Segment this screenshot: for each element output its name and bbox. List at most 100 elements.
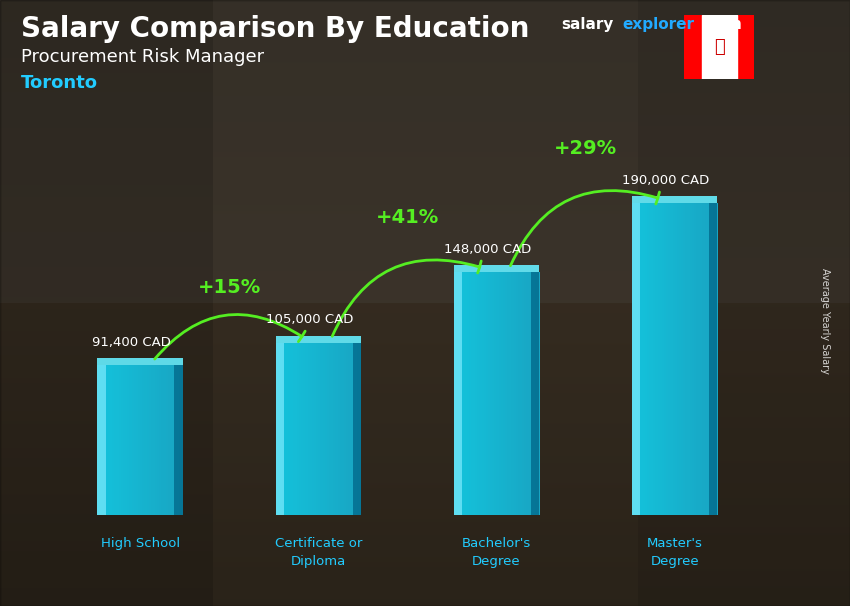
Bar: [288, 343, 291, 515]
Bar: [526, 272, 529, 515]
Bar: [709, 203, 717, 515]
Bar: [102, 515, 178, 518]
Bar: [280, 343, 282, 515]
Bar: [108, 365, 110, 515]
Bar: [353, 343, 355, 515]
Bar: [677, 203, 679, 515]
Bar: [102, 365, 104, 515]
Bar: [282, 343, 285, 515]
Bar: [477, 272, 479, 515]
Bar: [316, 343, 319, 515]
Bar: [638, 203, 641, 515]
Bar: [499, 272, 502, 515]
Bar: [297, 343, 299, 515]
Bar: [454, 272, 456, 515]
Bar: [354, 343, 357, 515]
Bar: [533, 272, 536, 515]
Bar: [736, 15, 754, 79]
Bar: [516, 272, 518, 515]
Bar: [350, 343, 353, 515]
Bar: [456, 272, 458, 515]
Bar: [333, 343, 336, 515]
Bar: [353, 343, 361, 515]
Bar: [488, 272, 490, 515]
Bar: [129, 365, 132, 515]
Bar: [492, 272, 495, 515]
Bar: [524, 272, 527, 515]
Text: High School: High School: [100, 537, 179, 550]
Bar: [314, 343, 316, 515]
Bar: [110, 365, 113, 515]
Bar: [280, 515, 357, 518]
Bar: [507, 272, 510, 515]
Bar: [327, 343, 329, 515]
Text: Certificate or
Diploma: Certificate or Diploma: [275, 537, 362, 568]
Text: 🍁: 🍁: [714, 38, 724, 56]
Bar: [705, 203, 707, 515]
Bar: [662, 203, 665, 515]
Bar: [284, 343, 286, 515]
Bar: [537, 272, 540, 515]
Bar: [501, 272, 503, 515]
Bar: [177, 365, 179, 515]
Bar: [291, 343, 293, 515]
Bar: [336, 343, 338, 515]
Bar: [460, 272, 462, 515]
Bar: [275, 343, 278, 515]
Text: +41%: +41%: [376, 207, 439, 227]
Bar: [155, 365, 157, 515]
Bar: [512, 272, 514, 515]
Text: 190,000 CAD: 190,000 CAD: [622, 174, 710, 187]
Bar: [454, 272, 462, 515]
Bar: [518, 272, 520, 515]
Bar: [98, 365, 99, 515]
Bar: [643, 203, 645, 515]
Bar: [698, 203, 700, 515]
Bar: [713, 203, 716, 515]
Bar: [142, 365, 145, 515]
Bar: [636, 203, 638, 515]
Text: 148,000 CAD: 148,000 CAD: [444, 242, 531, 256]
Text: salary: salary: [561, 17, 614, 32]
Bar: [529, 272, 531, 515]
Bar: [320, 343, 323, 515]
Bar: [312, 343, 314, 515]
Bar: [98, 365, 106, 515]
Bar: [157, 365, 160, 515]
Bar: [121, 365, 123, 515]
Bar: [116, 365, 119, 515]
Text: .com: .com: [701, 17, 742, 32]
Bar: [174, 365, 177, 515]
Bar: [709, 203, 711, 515]
Bar: [473, 272, 475, 515]
Text: Procurement Risk Manager: Procurement Risk Manager: [21, 48, 264, 67]
Bar: [123, 365, 126, 515]
Bar: [173, 365, 174, 515]
Bar: [112, 365, 115, 515]
Bar: [454, 265, 539, 272]
Text: explorer: explorer: [622, 17, 694, 32]
Bar: [99, 365, 102, 515]
Bar: [481, 272, 484, 515]
Bar: [309, 343, 312, 515]
Bar: [346, 343, 348, 515]
Bar: [632, 203, 634, 515]
Bar: [681, 203, 683, 515]
Bar: [357, 343, 360, 515]
Bar: [318, 343, 320, 515]
Bar: [706, 203, 709, 515]
Bar: [337, 343, 340, 515]
Text: Salary Comparison By Education: Salary Comparison By Education: [21, 15, 530, 43]
Text: +15%: +15%: [197, 278, 261, 297]
Bar: [513, 272, 516, 515]
Bar: [522, 272, 524, 515]
Text: 105,000 CAD: 105,000 CAD: [266, 313, 353, 326]
Bar: [348, 343, 351, 515]
Bar: [163, 365, 166, 515]
Bar: [530, 272, 539, 515]
Bar: [329, 343, 332, 515]
Bar: [640, 203, 643, 515]
Bar: [286, 343, 289, 515]
Bar: [675, 203, 677, 515]
Bar: [295, 343, 298, 515]
